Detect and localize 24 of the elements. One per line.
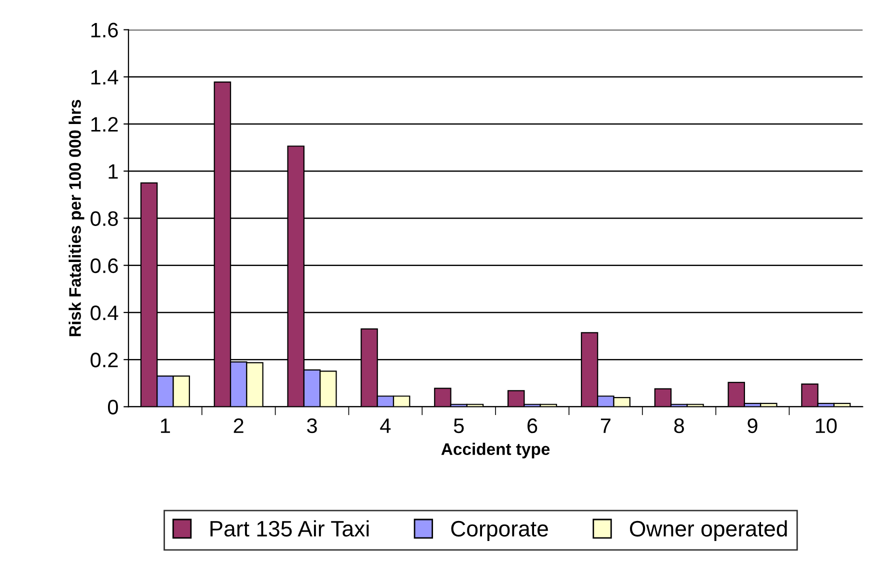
x-tick-label: 1 — [160, 418, 170, 433]
x-tick-label: 4 — [380, 418, 391, 433]
x-tick-label: 2 — [234, 418, 244, 433]
legend-label: Corporate — [451, 520, 548, 541]
y-tick-label: 1 — [108, 164, 118, 179]
x-tick-label: 6 — [528, 418, 538, 434]
y-tick-label: 1.4 — [91, 70, 118, 84]
legend-label: Part 135 Air Taxi — [210, 520, 369, 537]
x-tick-label: 5 — [454, 418, 464, 434]
y-tick-label: 0.2 — [90, 352, 118, 368]
x-tick-label: 3 — [307, 418, 317, 434]
x-tick-label: 10 — [816, 418, 837, 434]
x-tick-label: 7 — [600, 418, 610, 433]
x-tick-label: 9 — [748, 418, 758, 434]
y-tick-label: 0.4 — [90, 305, 118, 320]
y-tick-label: 1.6 — [91, 22, 118, 38]
x-axis-title: Accident type — [441, 442, 550, 458]
y-tick-label: 1.2 — [91, 116, 118, 132]
y-tick-label: 0.8 — [90, 211, 118, 226]
legend-label: Owner operated — [630, 520, 787, 541]
y-tick-label: 0.6 — [90, 258, 118, 274]
x-tick-label: 8 — [674, 418, 684, 434]
y-axis-title: Risk Fatalities per 100 000 hrs — [68, 100, 84, 336]
y-tick-label: 0 — [108, 400, 118, 414]
